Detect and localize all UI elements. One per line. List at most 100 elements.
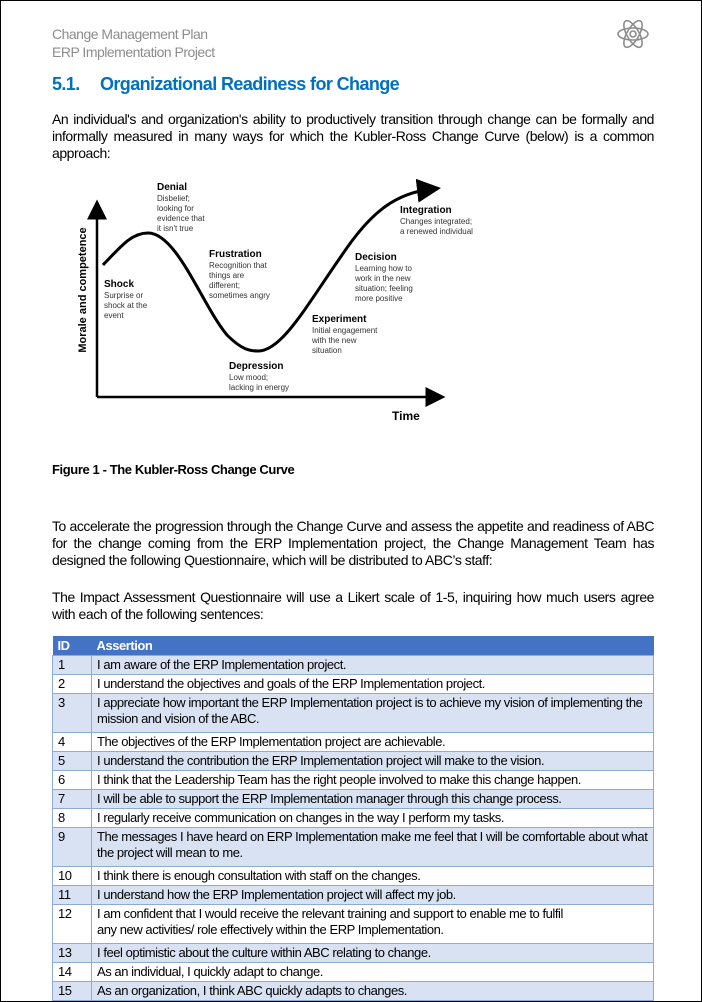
stage-name: Denial: [157, 182, 187, 193]
stage-description: things are: [209, 271, 245, 280]
row-id: 10: [52, 866, 92, 886]
row-id: 14: [52, 962, 92, 982]
row-id: 13: [52, 943, 92, 963]
stage-description: sometimes angry: [209, 291, 270, 300]
row-id: 4: [52, 732, 92, 752]
table-row: 11 I understand how the ERP Implementatio…: [52, 885, 654, 905]
stage-description: it isn't true: [157, 224, 194, 233]
stage-name: Frustration: [209, 249, 262, 260]
stage-description: with the new: [311, 336, 357, 345]
stage-name: Depression: [229, 361, 283, 372]
stage-description: a renewed individual: [400, 227, 473, 236]
stage-description: different;: [209, 281, 240, 290]
row-assertion: I appreciate how important the ERP Imple…: [91, 693, 654, 733]
row-assertion: I understand how the ERP Implementation …: [91, 885, 654, 905]
row-assertion: I feel optimistic about the culture with…: [91, 943, 654, 963]
row-assertion: I will be able to support the ERP Implem…: [91, 789, 654, 809]
row-id: 11: [52, 885, 92, 905]
stage-description: more positive: [355, 294, 403, 303]
row-id: 15: [52, 981, 92, 1001]
stage-description: shock at the: [104, 301, 148, 310]
table-row: 15 As an organization, I think ABC quickl…: [52, 981, 654, 1001]
stage-name: Decision: [355, 252, 397, 263]
row-id: 9: [52, 827, 92, 867]
row-assertion: I think that the Leadership Team has the…: [91, 770, 654, 790]
table-row: 14 As an individual, I quickly adapt to c…: [52, 962, 654, 982]
stage-description: event: [104, 311, 124, 320]
stage-description: work in the new: [354, 274, 411, 283]
row-assertion: I am aware of the ERP Implementation pro…: [91, 655, 654, 675]
row-assertion: The messages I have heard on ERP Impleme…: [91, 827, 654, 867]
stage-description: situation: [312, 346, 342, 355]
header-id: ID: [52, 636, 92, 656]
atom-icon: [617, 19, 649, 49]
stage-description: evidence that: [157, 214, 205, 223]
row-id: 3: [52, 693, 92, 733]
change-curve: [101, 178, 441, 353]
table-row: 13 I feel optimistic about the culture wi…: [52, 943, 654, 963]
questionnaire-paragraph: To accelerate the progression through th…: [52, 518, 654, 568]
table-row: 10 I think there is enough consultation w…: [52, 866, 654, 886]
row-assertion: I think there is enough consultation wit…: [91, 866, 654, 886]
stage-description: lacking in energy: [229, 383, 289, 392]
table-row: 4 The objectives of the ERP Implementatio…: [52, 732, 654, 752]
row-assertion: I am confident that I would receive the …: [91, 904, 654, 944]
row-id: 5: [52, 751, 92, 771]
table-row: 9 The messages I have heard on ERP Implem…: [52, 827, 654, 867]
row-assertion: I regularly receive communication on cha…: [91, 808, 654, 828]
row-assertion: I understand the contribution the ERP Im…: [91, 751, 654, 771]
header-assertion: Assertion: [91, 636, 654, 656]
row-id: 8: [52, 808, 92, 828]
stage-description: situation; feeling: [355, 284, 413, 293]
row-assertion: As an organization, I think ABC quickly …: [91, 981, 654, 1001]
y-axis-label: Morale and competence: [77, 227, 89, 352]
stage-description: looking for: [157, 204, 194, 213]
header-title: Change Management Plan: [52, 26, 208, 42]
x-axis-label: Time: [392, 409, 420, 423]
row-id: 6: [52, 770, 92, 790]
section-number: 5.1.: [52, 74, 80, 94]
row-id: 12: [52, 904, 92, 944]
row-id: 1: [52, 655, 92, 675]
figure-caption: Figure 1 - The Kubler-Ross Change Curve: [52, 462, 295, 477]
stage-description: Initial engagement: [312, 326, 378, 335]
likert-paragraph: The Impact Assessment Questionnaire will…: [52, 589, 654, 622]
intro-paragraph: An individual's and organization's abili…: [52, 111, 654, 161]
section-heading: 5.1. Organizational Readiness for Change: [52, 74, 400, 95]
stage-name: Experiment: [312, 314, 367, 325]
stage-description: Learning how to: [355, 264, 412, 273]
row-assertion: The objectives of the ERP Implementation…: [91, 732, 654, 752]
table-row: 12 I am confident that I would receive th…: [52, 904, 654, 944]
row-assertion: I understand the objectives and goals of…: [91, 674, 654, 694]
kubler-ross-figure: Morale and competence Time ShockSurprise…: [77, 178, 473, 423]
stage-description: Low mood;: [229, 373, 268, 382]
stage-name: Shock: [104, 279, 134, 290]
row-assertion: As an individual, I quickly adapt to cha…: [91, 962, 654, 982]
section-title: Organizational Readiness for Change: [100, 74, 400, 94]
stage-name: Integration: [400, 205, 452, 216]
running-header: Change Management Plan ERP Implementatio…: [52, 25, 215, 61]
row-id: 2: [52, 674, 92, 694]
stage-description: Disbelief;: [157, 194, 190, 203]
header-subtitle: ERP Implementation Project: [52, 44, 215, 60]
stage-description: Changes integrated;: [400, 217, 472, 226]
stage-description: Surprise or: [104, 291, 143, 300]
table-header-row: ID Assertion: [52, 636, 654, 656]
stage-description: Recognition that: [209, 261, 268, 270]
row-id: 7: [52, 789, 92, 809]
